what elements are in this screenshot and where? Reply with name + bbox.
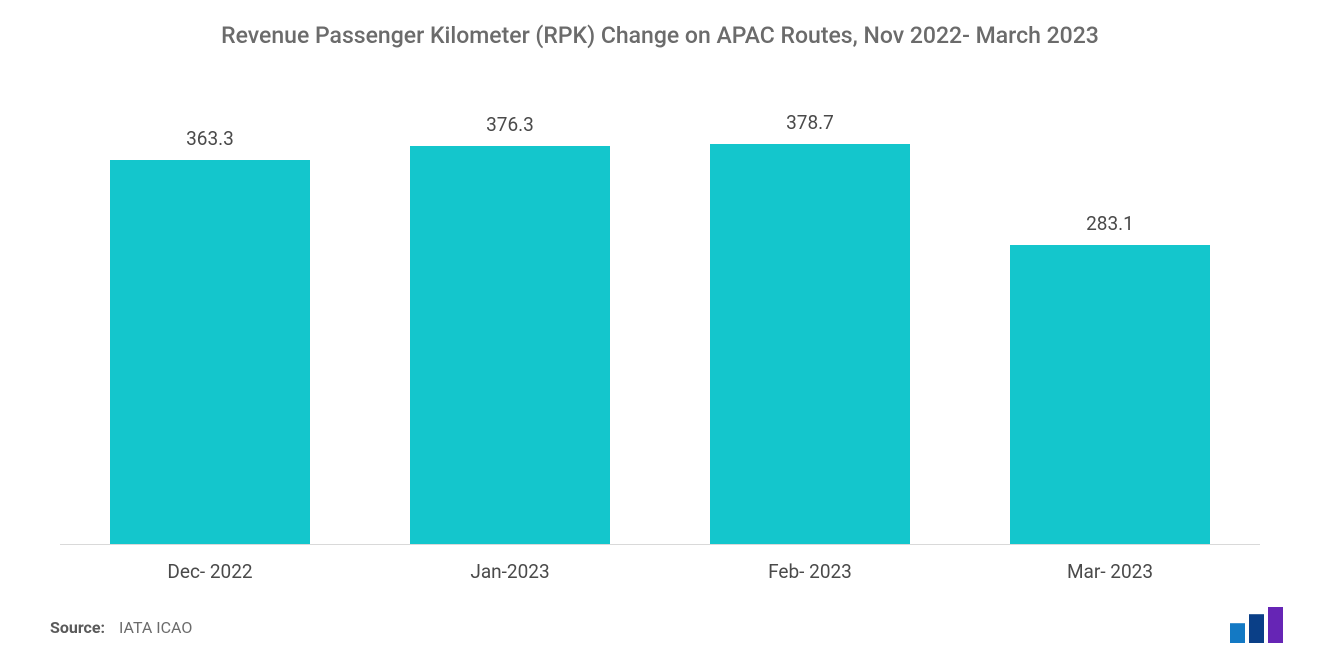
bar-category-label: Feb- 2023 — [768, 560, 852, 583]
bar-rect — [110, 160, 310, 544]
bar-value-label: 363.3 — [186, 127, 234, 150]
bar-category-label: Mar- 2023 — [1067, 560, 1153, 583]
bar-col: 283.1Mar- 2023 — [960, 100, 1260, 544]
bar-col: 378.7Feb- 2023 — [660, 100, 960, 544]
bar-col: 363.3Dec- 2022 — [60, 100, 360, 544]
bar-series: 363.3Dec- 2022376.3Jan-2023378.7Feb- 202… — [60, 100, 1260, 544]
mordor-logo-icon — [1230, 607, 1286, 643]
bar-value-label: 376.3 — [486, 113, 534, 136]
bar-category-label: Dec- 2022 — [167, 560, 252, 583]
bar-rect — [410, 146, 610, 544]
source-line: Source: IATA ICAO — [50, 618, 192, 637]
source-label: Source: — [50, 618, 105, 637]
bar-col: 376.3Jan-2023 — [360, 100, 660, 544]
bar-value-label: 283.1 — [1086, 212, 1134, 235]
chart-title: Revenue Passenger Kilometer (RPK) Change… — [0, 22, 1320, 49]
bar-value-label: 378.7 — [786, 111, 834, 134]
plot-area: 363.3Dec- 2022376.3Jan-2023378.7Feb- 202… — [60, 100, 1260, 545]
bar-category-label: Jan-2023 — [470, 560, 549, 583]
source-text: IATA ICAO — [119, 618, 192, 637]
bar-rect — [710, 144, 910, 544]
bar-rect — [1010, 245, 1210, 544]
rpk-bar-chart: Revenue Passenger Kilometer (RPK) Change… — [0, 0, 1320, 665]
